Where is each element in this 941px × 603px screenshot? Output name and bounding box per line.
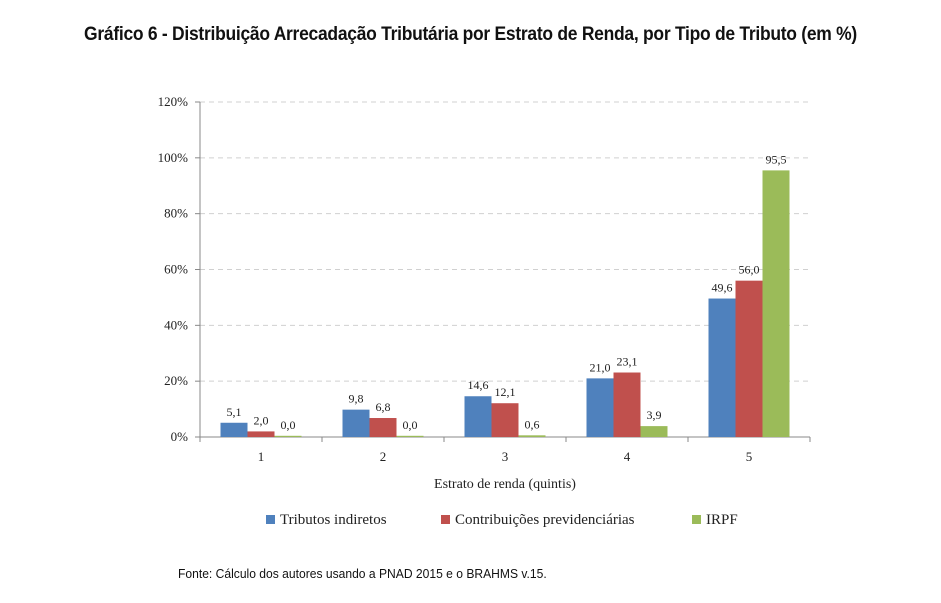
legend-swatch: [441, 515, 450, 524]
data-label: 2,0: [254, 413, 269, 427]
bar: [735, 280, 763, 437]
x-axis-title: Estrato de renda (quintis): [434, 477, 576, 492]
legend-label: IRPF: [706, 512, 738, 528]
y-tick-label: 0%: [171, 429, 189, 444]
legend-swatch: [266, 515, 275, 524]
x-tick-label: 1: [258, 449, 265, 464]
bar: [708, 298, 736, 437]
bar: [247, 431, 275, 437]
y-tick-label: 80%: [164, 206, 188, 221]
bar: [220, 422, 248, 437]
data-label: 12,1: [495, 385, 516, 399]
y-tick-label: 60%: [164, 262, 188, 277]
data-label: 95,5: [766, 152, 787, 166]
bar: [762, 170, 790, 438]
data-label: 0,6: [525, 417, 540, 431]
source-note: Fonte: Cálculo dos autores usando a PNAD…: [178, 566, 547, 581]
bar: [586, 378, 614, 437]
bar: [464, 396, 492, 437]
data-label: 23,1: [617, 355, 638, 369]
bar: [640, 426, 668, 437]
y-tick-label: 120%: [158, 94, 189, 109]
data-label: 56,0: [739, 263, 760, 277]
bar: [342, 409, 370, 437]
data-label: 5,1: [227, 405, 242, 419]
bar: [274, 435, 302, 437]
data-label: 9,8: [349, 392, 364, 406]
x-tick-label: 3: [502, 449, 509, 464]
legend-label: Tributos indiretos: [280, 512, 387, 528]
data-label: 0,0: [281, 418, 296, 432]
data-label: 3,9: [647, 408, 662, 422]
bar: [491, 403, 519, 437]
y-tick-label: 100%: [158, 150, 189, 165]
x-tick-label: 4: [624, 449, 631, 464]
x-tick-label: 5: [746, 449, 753, 464]
legend-swatch: [692, 515, 701, 524]
bar: [396, 435, 424, 437]
y-tick-label: 40%: [164, 317, 188, 332]
bar: [613, 372, 641, 437]
legend-label: Contribuições previdenciárias: [455, 512, 635, 528]
data-label: 21,0: [590, 360, 611, 374]
bar: [369, 418, 397, 437]
bar: [518, 435, 546, 437]
x-tick-label: 2: [380, 449, 387, 464]
data-label: 49,6: [712, 281, 733, 295]
data-label: 0,0: [403, 418, 418, 432]
data-label: 14,6: [468, 378, 489, 392]
chart-title: Gráfico 6 - Distribuição Arrecadação Tri…: [84, 24, 857, 45]
data-label: 6,8: [376, 400, 391, 414]
y-tick-label: 20%: [164, 373, 188, 388]
